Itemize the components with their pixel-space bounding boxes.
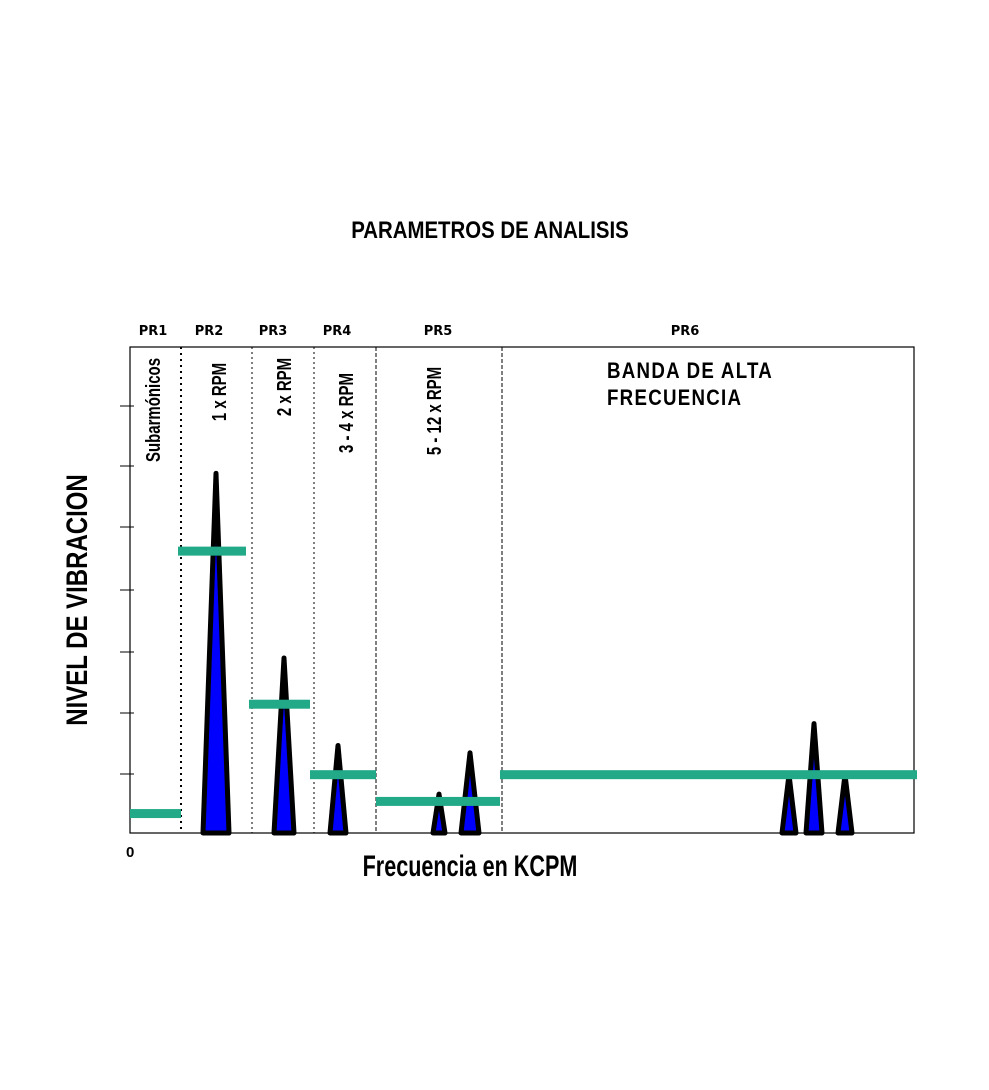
threshold-pr1 [130, 809, 181, 819]
band-name-pr6: PR6 [671, 324, 700, 339]
peak-pr2 [200, 470, 232, 836]
high-band-line-2: FRECUENCIA [607, 387, 742, 411]
high-band-line-1: BANDA DE ALTA [607, 360, 773, 384]
band-headers: PR1 PR2 PR3 PR4 PR5 PR6 [139, 324, 700, 339]
peak-pr4 [327, 743, 349, 836]
threshold-pr4 [310, 770, 376, 780]
band-label-pr5: 5 - 12 x RPM [423, 367, 446, 455]
peak-pr6 [835, 772, 855, 836]
high-band-text: BANDA DE ALTA FRECUENCIA [607, 360, 773, 411]
peak-pr5 [430, 791, 448, 836]
band-name-pr5: PR5 [424, 324, 453, 339]
band-name-pr2: PR2 [195, 324, 224, 339]
threshold-pr2 [178, 546, 246, 556]
spectrum-peaks [200, 470, 855, 836]
band-dividers [180, 347, 503, 833]
threshold-pr6 [500, 770, 917, 780]
y-axis-label: NIVEL DE VIBRACION [59, 474, 93, 726]
peak-pr5 [458, 750, 482, 836]
band-name-pr3: PR3 [259, 324, 288, 339]
peak-pr6 [779, 772, 799, 836]
plot-frame [129, 346, 915, 834]
band-label-pr4: 3 - 4 x RPM [335, 373, 358, 453]
alarm-thresholds [130, 546, 917, 819]
x-axis-label: Frecuencia en KCPM [363, 848, 578, 882]
peak-pr3 [271, 655, 297, 836]
band-name-pr4: PR4 [323, 324, 352, 339]
diagram-title: PARAMETROS DE ANALISIS [351, 216, 629, 243]
threshold-pr5 [376, 796, 500, 806]
band-name-pr1: PR1 [139, 324, 168, 339]
band-label-pr2: 1 x RPM [208, 363, 231, 421]
band-label-pr1: Subarmónicos [142, 358, 165, 462]
y-axis-ticks [120, 405, 134, 775]
threshold-pr3 [249, 699, 310, 709]
origin-label: 0 [126, 844, 134, 861]
band-vertical-labels: Subarmónicos 1 x RPM 2 x RPM 3 - 4 x RPM… [142, 358, 446, 462]
band-label-pr3: 2 x RPM [273, 358, 296, 416]
